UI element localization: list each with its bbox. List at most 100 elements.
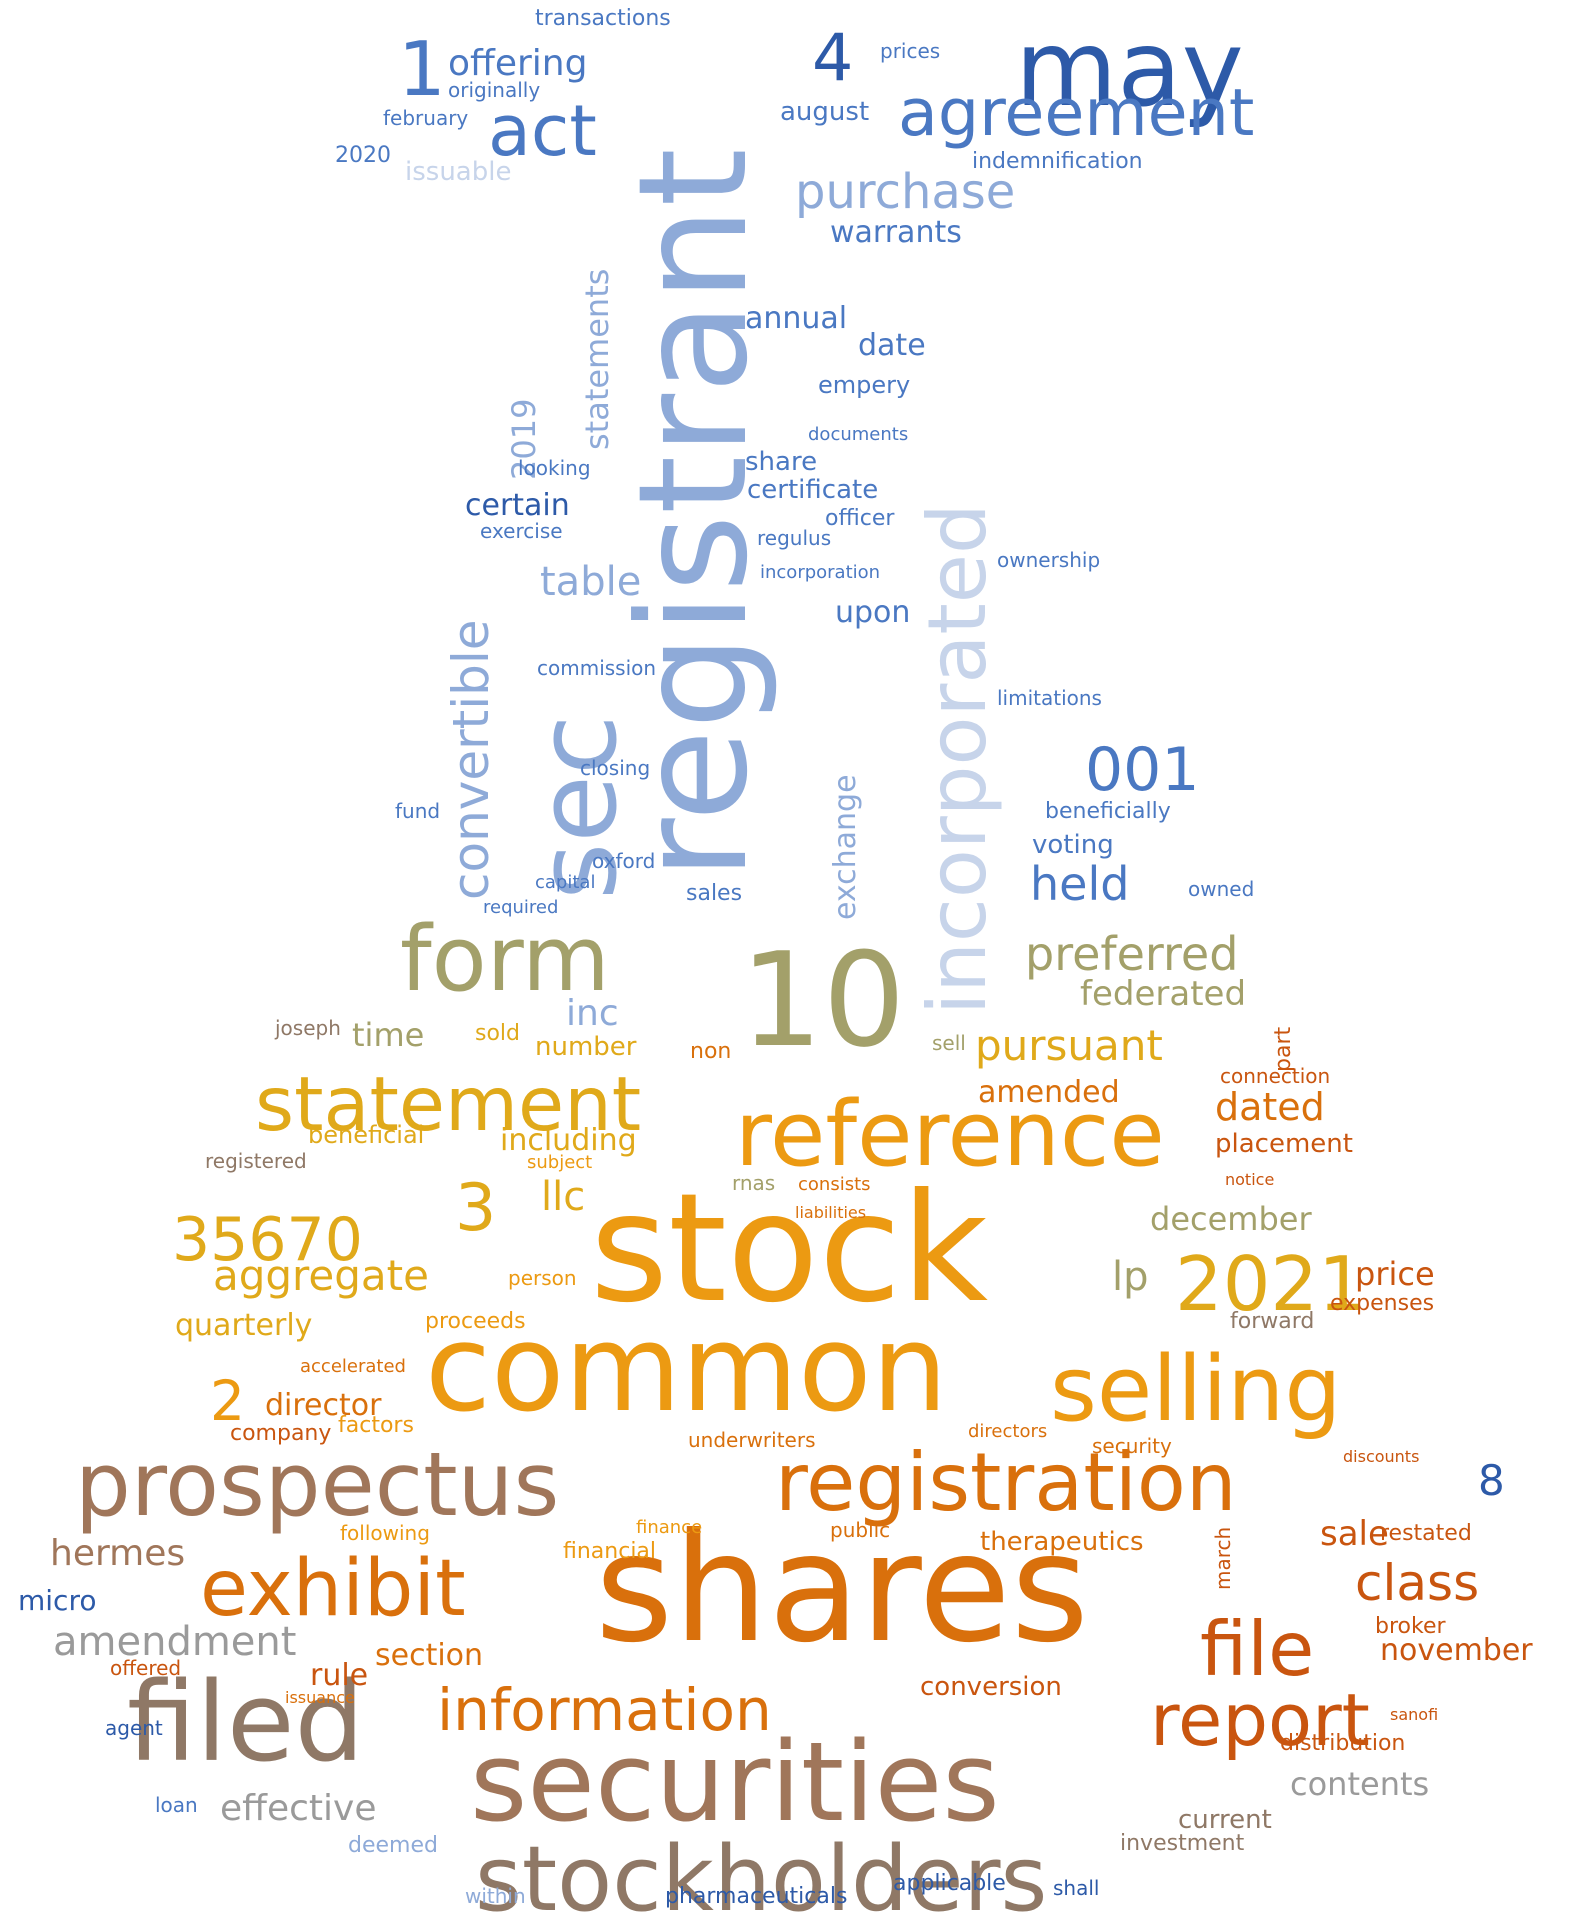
word-sale: sale [1320, 1514, 1389, 1554]
word-discounts: discounts [1343, 1447, 1419, 1466]
word-35670: 35670 [172, 1205, 363, 1275]
word-1: 1 [398, 25, 446, 113]
word-part: part [1271, 1027, 1296, 1072]
word-owned: owned [1188, 877, 1254, 901]
word-10: 10 [740, 924, 905, 1076]
word-originally: originally [448, 78, 540, 102]
word-current: current [1178, 1805, 1272, 1835]
word-may: may [1015, 8, 1244, 130]
word-including: including [500, 1123, 637, 1158]
word-transactions: transactions [535, 6, 671, 31]
word-001: 001 [1085, 735, 1200, 805]
word-december: december [1150, 1200, 1312, 1238]
word-liabilities: liabilities [795, 1203, 866, 1222]
word-deemed: deemed [348, 1833, 438, 1858]
word-director: director [265, 1388, 382, 1423]
word-upon: upon [835, 595, 910, 630]
word-registrant: registrant [607, 148, 781, 880]
word-capital: capital [535, 872, 595, 893]
word-beneficial: beneficial [308, 1121, 424, 1149]
word-information: information [437, 1676, 772, 1744]
word-notice: notice [1225, 1170, 1274, 1189]
word-finance: finance [636, 1517, 702, 1538]
word-contents: contents [1290, 1765, 1429, 1803]
word-price: price [1355, 1255, 1435, 1293]
word-act: act [488, 90, 597, 172]
word-2020: 2020 [335, 143, 391, 168]
word-exhibit: exhibit [200, 1544, 466, 1634]
word-march: march [1211, 1527, 1235, 1590]
word-incorporation: incorporation [760, 562, 880, 583]
word-conversion: conversion [920, 1672, 1062, 1702]
word-february: february [383, 106, 468, 130]
word-financial: financial [563, 1539, 656, 1564]
word-2021: 2021 [1175, 1240, 1366, 1328]
word-registration: registration [775, 1436, 1237, 1529]
word-subject: subject [527, 1152, 592, 1173]
word-stock: stock [590, 1162, 988, 1336]
word-amendment: amendment [53, 1619, 296, 1665]
word-factors: factors [338, 1413, 414, 1438]
word-prospectus: prospectus [75, 1433, 559, 1536]
word-restated: restated [1380, 1521, 1472, 1546]
word-exercise: exercise [480, 519, 563, 543]
word-november: november [1380, 1633, 1533, 1668]
word-filed: filed [127, 1658, 364, 1786]
word-common: common [425, 1300, 948, 1439]
word-date: date [858, 328, 926, 363]
word-4: 4 [812, 21, 853, 96]
word-micro: micro [18, 1584, 96, 1617]
word-share: share [745, 447, 817, 477]
word-section: section [375, 1638, 483, 1673]
word-purchase: purchase [795, 164, 1015, 220]
word-certain: certain [465, 488, 570, 523]
word-2019: 2019 [505, 399, 543, 480]
word-security: security [1092, 1434, 1172, 1458]
word-statements: statements [578, 269, 616, 450]
word-distribution: distribution [1280, 1731, 1405, 1756]
word-sell: sell [932, 1031, 966, 1055]
word-regulus: regulus [757, 526, 831, 550]
word-number: number [535, 1032, 637, 1062]
word-preferred: preferred [1025, 927, 1238, 981]
word-8: 8 [1478, 1456, 1505, 1505]
word-investment: investment [1120, 1831, 1245, 1856]
word-fund: fund [395, 799, 440, 823]
word-sanofi: sanofi [1390, 1705, 1438, 1724]
word-directors: directors [968, 1421, 1047, 1442]
word-llc: llc [541, 1174, 585, 1220]
word-shall: shall [1053, 1876, 1099, 1900]
word-officer: officer [825, 506, 895, 531]
word-ownership: ownership [997, 548, 1100, 572]
word-consists: consists [798, 1174, 871, 1195]
word-annual: annual [745, 301, 847, 336]
word-empery: empery [818, 371, 910, 399]
word-agent: agent [105, 1716, 163, 1740]
word-applicable: applicable [893, 1871, 1006, 1896]
word-form: form [400, 907, 610, 1012]
word-rnas: rnas [732, 1171, 775, 1195]
word-agreement: agreement [898, 76, 1254, 151]
word-federated: federated [1080, 974, 1246, 1014]
word-pharmaceuticals: pharmaceuticals [665, 1884, 847, 1909]
word-public: public [830, 1518, 890, 1542]
word-joseph: joseph [274, 1016, 341, 1040]
word-documents: documents [808, 424, 908, 445]
word-offering: offering [448, 43, 587, 84]
word-class: class [1355, 1554, 1479, 1612]
word-dated: dated [1215, 1085, 1325, 1129]
word-broker: broker [1375, 1614, 1446, 1639]
word-limitations: limitations [997, 686, 1102, 710]
word-convertible: convertible [442, 619, 500, 900]
word-proceeds: proceeds [425, 1309, 526, 1334]
word-quarterly: quarterly [175, 1308, 312, 1343]
word-2: 2 [210, 1369, 245, 1433]
word-table: table [540, 559, 641, 605]
word-stockholders: stockholders [475, 1827, 1047, 1920]
word-inc: inc [566, 993, 619, 1034]
word-effective: effective [220, 1788, 376, 1829]
word-following: following [340, 1521, 430, 1545]
word-forward: forward [1230, 1309, 1314, 1334]
word-sales: sales [686, 881, 742, 906]
